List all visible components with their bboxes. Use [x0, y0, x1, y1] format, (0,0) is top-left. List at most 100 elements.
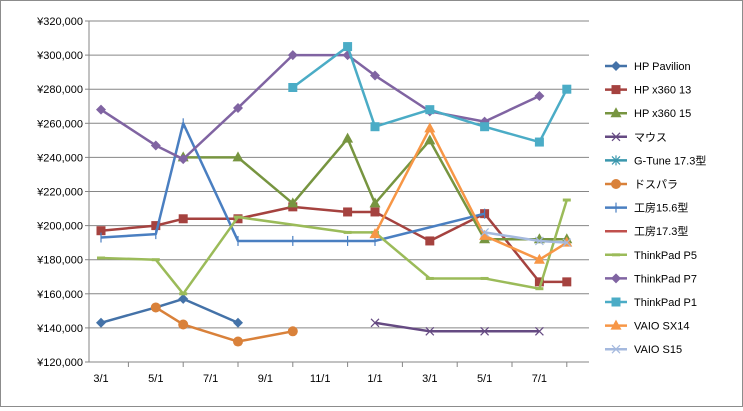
legend-marker: [611, 344, 621, 354]
data-point: [369, 197, 381, 208]
y-axis-ticks: ¥120,000 ¥140,000 ¥160,000 ¥180,000 ¥200,000…: [36, 16, 89, 369]
series-5: [150, 302, 298, 347]
legend-label: 工房15.6型: [634, 201, 688, 215]
x-tick-label: 11/1: [310, 373, 331, 385]
x-axis: 3/1 5/1 7/1 9/1 11/1 1/1 3/1 5/1 7/1: [88, 21, 589, 385]
series-group: [96, 42, 573, 347]
legend-label: VAIO SX14: [634, 321, 689, 333]
legend-label: マウス: [634, 131, 667, 144]
series-11: [369, 122, 573, 264]
data-point: [96, 317, 106, 328]
x-tick-label: 1/1: [367, 373, 382, 385]
y-tick-label: ¥140,000: [36, 323, 83, 335]
legend-item: ThinkPad P7: [605, 273, 697, 285]
legend-item: HP Pavilion: [605, 61, 691, 73]
series-3: [370, 318, 544, 336]
y-tick-label: ¥240,000: [36, 152, 83, 164]
x-tick-label: 5/1: [477, 373, 492, 385]
y-tick-label: ¥120,000: [36, 357, 83, 369]
y-tick-label: ¥220,000: [36, 187, 83, 199]
data-point: [233, 102, 243, 113]
data-point: [533, 253, 545, 264]
data-point: [562, 277, 572, 287]
legend-label: HP x360 15: [634, 108, 691, 120]
y-tick-label: ¥280,000: [36, 84, 83, 96]
data-point: [534, 277, 544, 287]
data-point: [150, 302, 161, 313]
legend: HP Pavilion HP x360 13 HP x360 15 マウス G-Tune…: [605, 61, 706, 356]
legend-item: G-Tune 17.3型: [605, 153, 706, 167]
x-tick-label: 3/1: [93, 373, 108, 385]
data-point: [424, 134, 436, 145]
legend-label: ThinkPad P1: [634, 297, 697, 309]
y-tick-label: ¥160,000: [36, 289, 83, 301]
data-point: [342, 132, 354, 143]
y-tick-label: ¥260,000: [36, 118, 83, 130]
legend-item: VAIO SX14: [605, 319, 689, 333]
series-line: [155, 306, 294, 343]
data-point: [233, 336, 243, 347]
legend-marker: [611, 85, 621, 95]
legend-item: ドスパラ: [605, 178, 678, 191]
legend-label: HP x360 13: [634, 85, 691, 97]
legend-item: VAIO S15: [605, 344, 682, 356]
y-tick-label: ¥180,000: [36, 255, 83, 267]
x-tick-label: 7/1: [532, 373, 547, 385]
series-line: [100, 53, 540, 161]
data-point: [369, 228, 381, 239]
series-line: [183, 137, 567, 241]
legend-label: G-Tune 17.3型: [634, 153, 706, 167]
y-tick-label: ¥200,000: [36, 221, 83, 233]
y-tick-label: ¥300,000: [36, 50, 83, 62]
data-point: [370, 207, 380, 217]
legend-item: HP x360 15: [605, 107, 691, 120]
series-0: [96, 293, 243, 328]
legend-marker: [610, 319, 622, 330]
data-point: [370, 70, 380, 81]
data-point: [425, 236, 435, 246]
x-tick-label: 5/1: [148, 373, 163, 385]
legend-label: ドスパラ: [634, 178, 678, 191]
series-6: [100, 118, 486, 246]
data-point: [151, 221, 161, 231]
series-12: [480, 227, 572, 248]
data-point: [534, 236, 544, 246]
legend-item: ThinkPad P1: [605, 297, 697, 309]
series-line: [100, 199, 568, 296]
series-line: [374, 321, 540, 333]
legend-marker: [611, 297, 621, 307]
data-point: [178, 293, 189, 304]
data-point: [425, 326, 435, 336]
data-point: [480, 326, 490, 336]
data-point: [370, 318, 380, 328]
series-2: [177, 132, 573, 244]
data-point: [178, 154, 189, 165]
x-tick-label: 3/1: [422, 373, 437, 385]
data-point: [534, 326, 544, 336]
data-point: [562, 238, 572, 248]
legend-marker: [611, 61, 621, 71]
series-line: [100, 297, 239, 324]
data-point: [479, 229, 491, 240]
data-point: [480, 227, 490, 237]
gridlines: [89, 20, 589, 363]
y-tick-label: ¥320,000: [36, 16, 83, 28]
data-point: [288, 82, 298, 92]
data-point: [233, 317, 243, 328]
legend-marker: [611, 132, 621, 142]
data-point: [287, 50, 298, 61]
data-point: [425, 105, 435, 115]
legend-marker: [611, 179, 621, 189]
series-10: [288, 42, 572, 147]
legend-item: HP x360 13: [605, 85, 691, 97]
data-point: [534, 137, 544, 147]
data-point: [480, 122, 490, 132]
data-point: [562, 84, 572, 94]
legend-marker: [611, 155, 621, 166]
data-point: [178, 214, 188, 224]
legend-label: VAIO S15: [634, 344, 682, 356]
legend-label: ThinkPad P5: [634, 250, 697, 262]
legend-item: 工房17.3型: [605, 224, 688, 238]
